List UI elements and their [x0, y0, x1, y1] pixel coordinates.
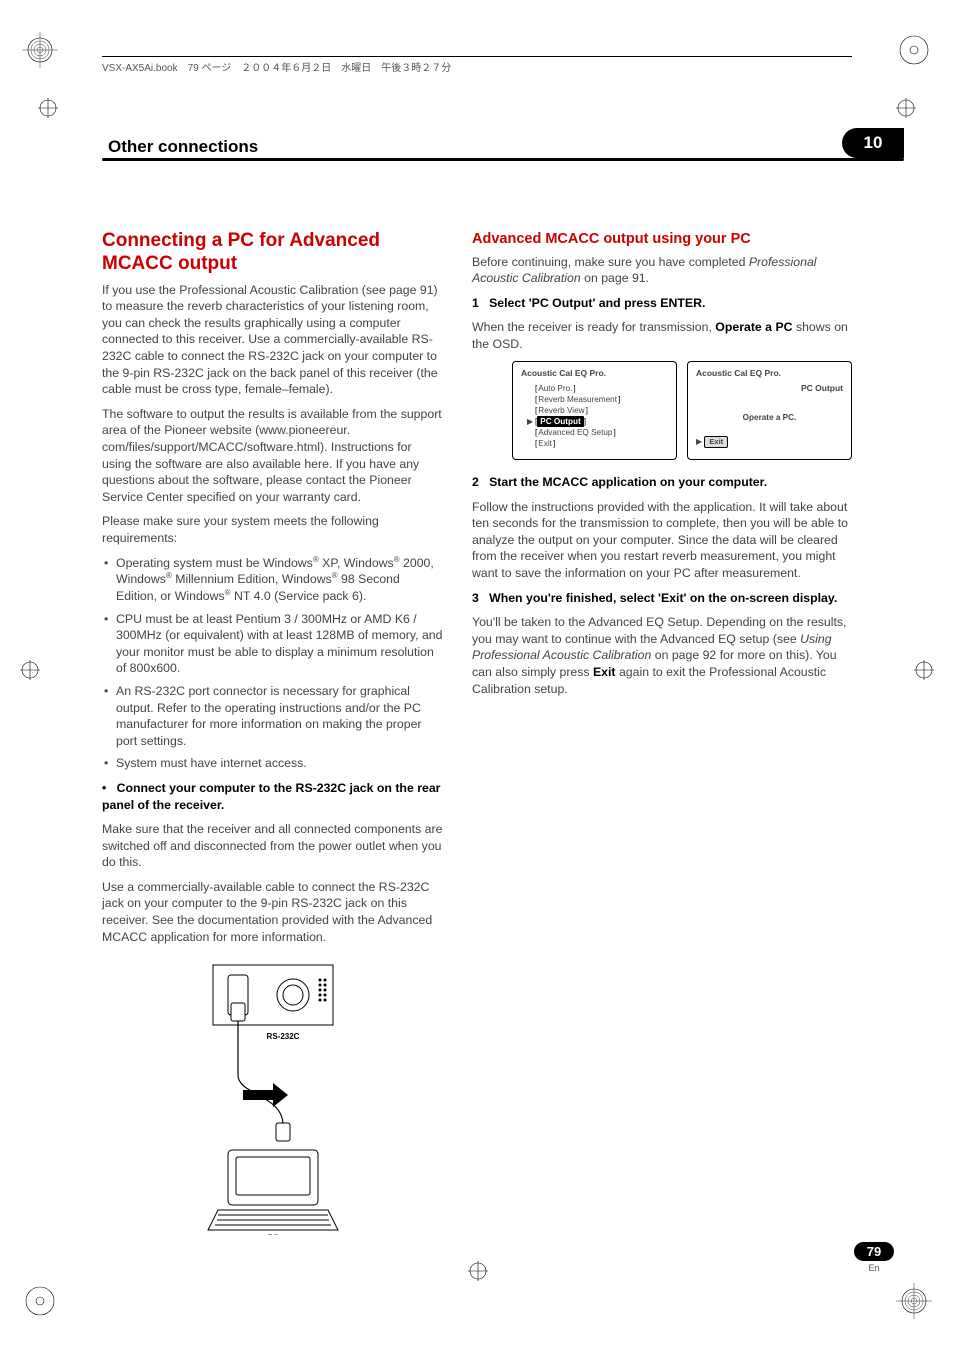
page-number: 79 [854, 1242, 894, 1261]
osd-message: Operate a PC. [696, 412, 843, 423]
step-line: 1 Select 'PC Output' and press ENTER. [472, 295, 852, 312]
osd-menu-list: [ Auto Pro. ][ Reverb Measurement ][ Rev… [527, 383, 668, 449]
chapter-number-badge: 10 [842, 128, 904, 158]
subsection-heading: Advanced MCACC output using your PC [472, 230, 852, 250]
body-text: Make sure that the receiver and all conn… [102, 821, 444, 871]
list-item: CPU must be at least Pentium 3 / 300MHz … [116, 611, 444, 677]
exit-badge: Exit [704, 436, 728, 448]
step-line: • Connect your computer to the RS-232C j… [102, 780, 444, 813]
rs232c-label: RS-232C [267, 1032, 300, 1041]
source-file-line: VSX-AX5Ai.book 79 ページ ２００４年６月２日 水曜日 午後３時… [102, 56, 852, 74]
print-cross [914, 660, 934, 680]
step-number: 1 [472, 296, 479, 310]
text: XP, Windows [319, 556, 394, 570]
print-mark-tl [20, 30, 60, 70]
text: You'll be taken to the Advanced EQ Setup… [472, 615, 846, 646]
body-text: The software to output the results is av… [102, 406, 444, 506]
osd-menu-item: [ Exit ] [527, 438, 668, 449]
osd-menu-item: [ Reverb Measurement ] [527, 394, 668, 405]
osd-menu-item: [ Auto Pro. ] [527, 383, 668, 394]
osd-menu-screen: Acoustic Cal EQ Pro. [ Auto Pro. ][ Reve… [512, 361, 677, 460]
text: Operate a PC [715, 320, 792, 334]
osd-menu-item: ▶[ PC Output ] [527, 416, 668, 427]
body-text: Before continuing, make sure you have co… [472, 254, 852, 287]
list-item: System must have internet access. [116, 755, 444, 772]
text: Operating system must be Windows [116, 556, 313, 570]
body-text: Follow the instructions provided with th… [472, 499, 852, 582]
print-cross [468, 1261, 488, 1281]
page-lang: En [854, 1263, 894, 1273]
body-text: Use a commercially-available cable to co… [102, 879, 444, 945]
chapter-title: Other connections [102, 137, 258, 157]
text: on page 91. [581, 271, 649, 285]
step-number: 2 [472, 475, 479, 489]
triangle-icon: ▶ [696, 437, 702, 446]
step-text: When you're finished, select 'Exit' on t… [489, 591, 837, 605]
osd-menu-item: [ Reverb View ] [527, 405, 668, 416]
print-cross [20, 660, 40, 680]
osd-title: Acoustic Cal EQ Pro. [696, 368, 843, 379]
body-text: When the receiver is ready for transmiss… [472, 319, 852, 352]
step-text: Start the MCACC application on your comp… [489, 475, 767, 489]
bullet: • [102, 781, 106, 795]
content-columns: Connecting a PC for Advanced MCACC outpu… [102, 230, 852, 1235]
body-text: If you use the Professional Acoustic Cal… [102, 282, 444, 398]
left-column: Connecting a PC for Advanced MCACC outpu… [102, 230, 444, 1235]
section-heading: Connecting a PC for Advanced MCACC outpu… [102, 230, 444, 276]
page-number-badge: 79 En [854, 1242, 894, 1273]
osd-menu-item: [ Advanced EQ Setup ] [527, 427, 668, 438]
osd-exit-hint: ▶ Exit [696, 436, 843, 448]
pc-label: PC [267, 1233, 278, 1235]
step-text: Select 'PC Output' and press ENTER. [489, 296, 705, 310]
body-text: Please make sure your system meets the f… [102, 513, 444, 546]
list-item: Operating system must be Windows® XP, Wi… [116, 555, 444, 605]
step-text: Connect your computer to the RS-232C jac… [102, 781, 440, 812]
osd-title: Acoustic Cal EQ Pro. [521, 368, 668, 379]
text: Before continuing, make sure you have co… [472, 255, 749, 269]
print-mark-tr [894, 30, 934, 70]
osd-screens: Acoustic Cal EQ Pro. [ Auto Pro. ][ Reve… [512, 361, 852, 460]
step-number: 3 [472, 591, 479, 605]
right-column: Advanced MCACC output using your PC Befo… [472, 230, 852, 1235]
print-cross [896, 98, 916, 118]
rs232c-diagram: RS-232C PC [173, 955, 373, 1235]
requirements-list: Operating system must be Windows® XP, Wi… [102, 555, 444, 772]
text: Millennium Edition, Windows [172, 572, 332, 586]
list-item: An RS-232C port connector is necessary f… [116, 683, 444, 749]
osd-subtitle: PC Output [696, 383, 843, 394]
print-cross [38, 98, 58, 118]
step-line: 2 Start the MCACC application on your co… [472, 474, 852, 491]
osd-status-screen: Acoustic Cal EQ Pro. PC Output Operate a… [687, 361, 852, 460]
text: NT 4.0 (Service pack 6). [231, 589, 367, 603]
body-text: You'll be taken to the Advanced EQ Setup… [472, 614, 852, 697]
print-mark-br [894, 1281, 934, 1321]
header-underline [102, 158, 904, 161]
step-line: 3 When you're finished, select 'Exit' on… [472, 590, 852, 607]
print-mark-bl [20, 1281, 60, 1321]
text: Exit [593, 665, 616, 679]
text: When the receiver is ready for transmiss… [472, 320, 715, 334]
